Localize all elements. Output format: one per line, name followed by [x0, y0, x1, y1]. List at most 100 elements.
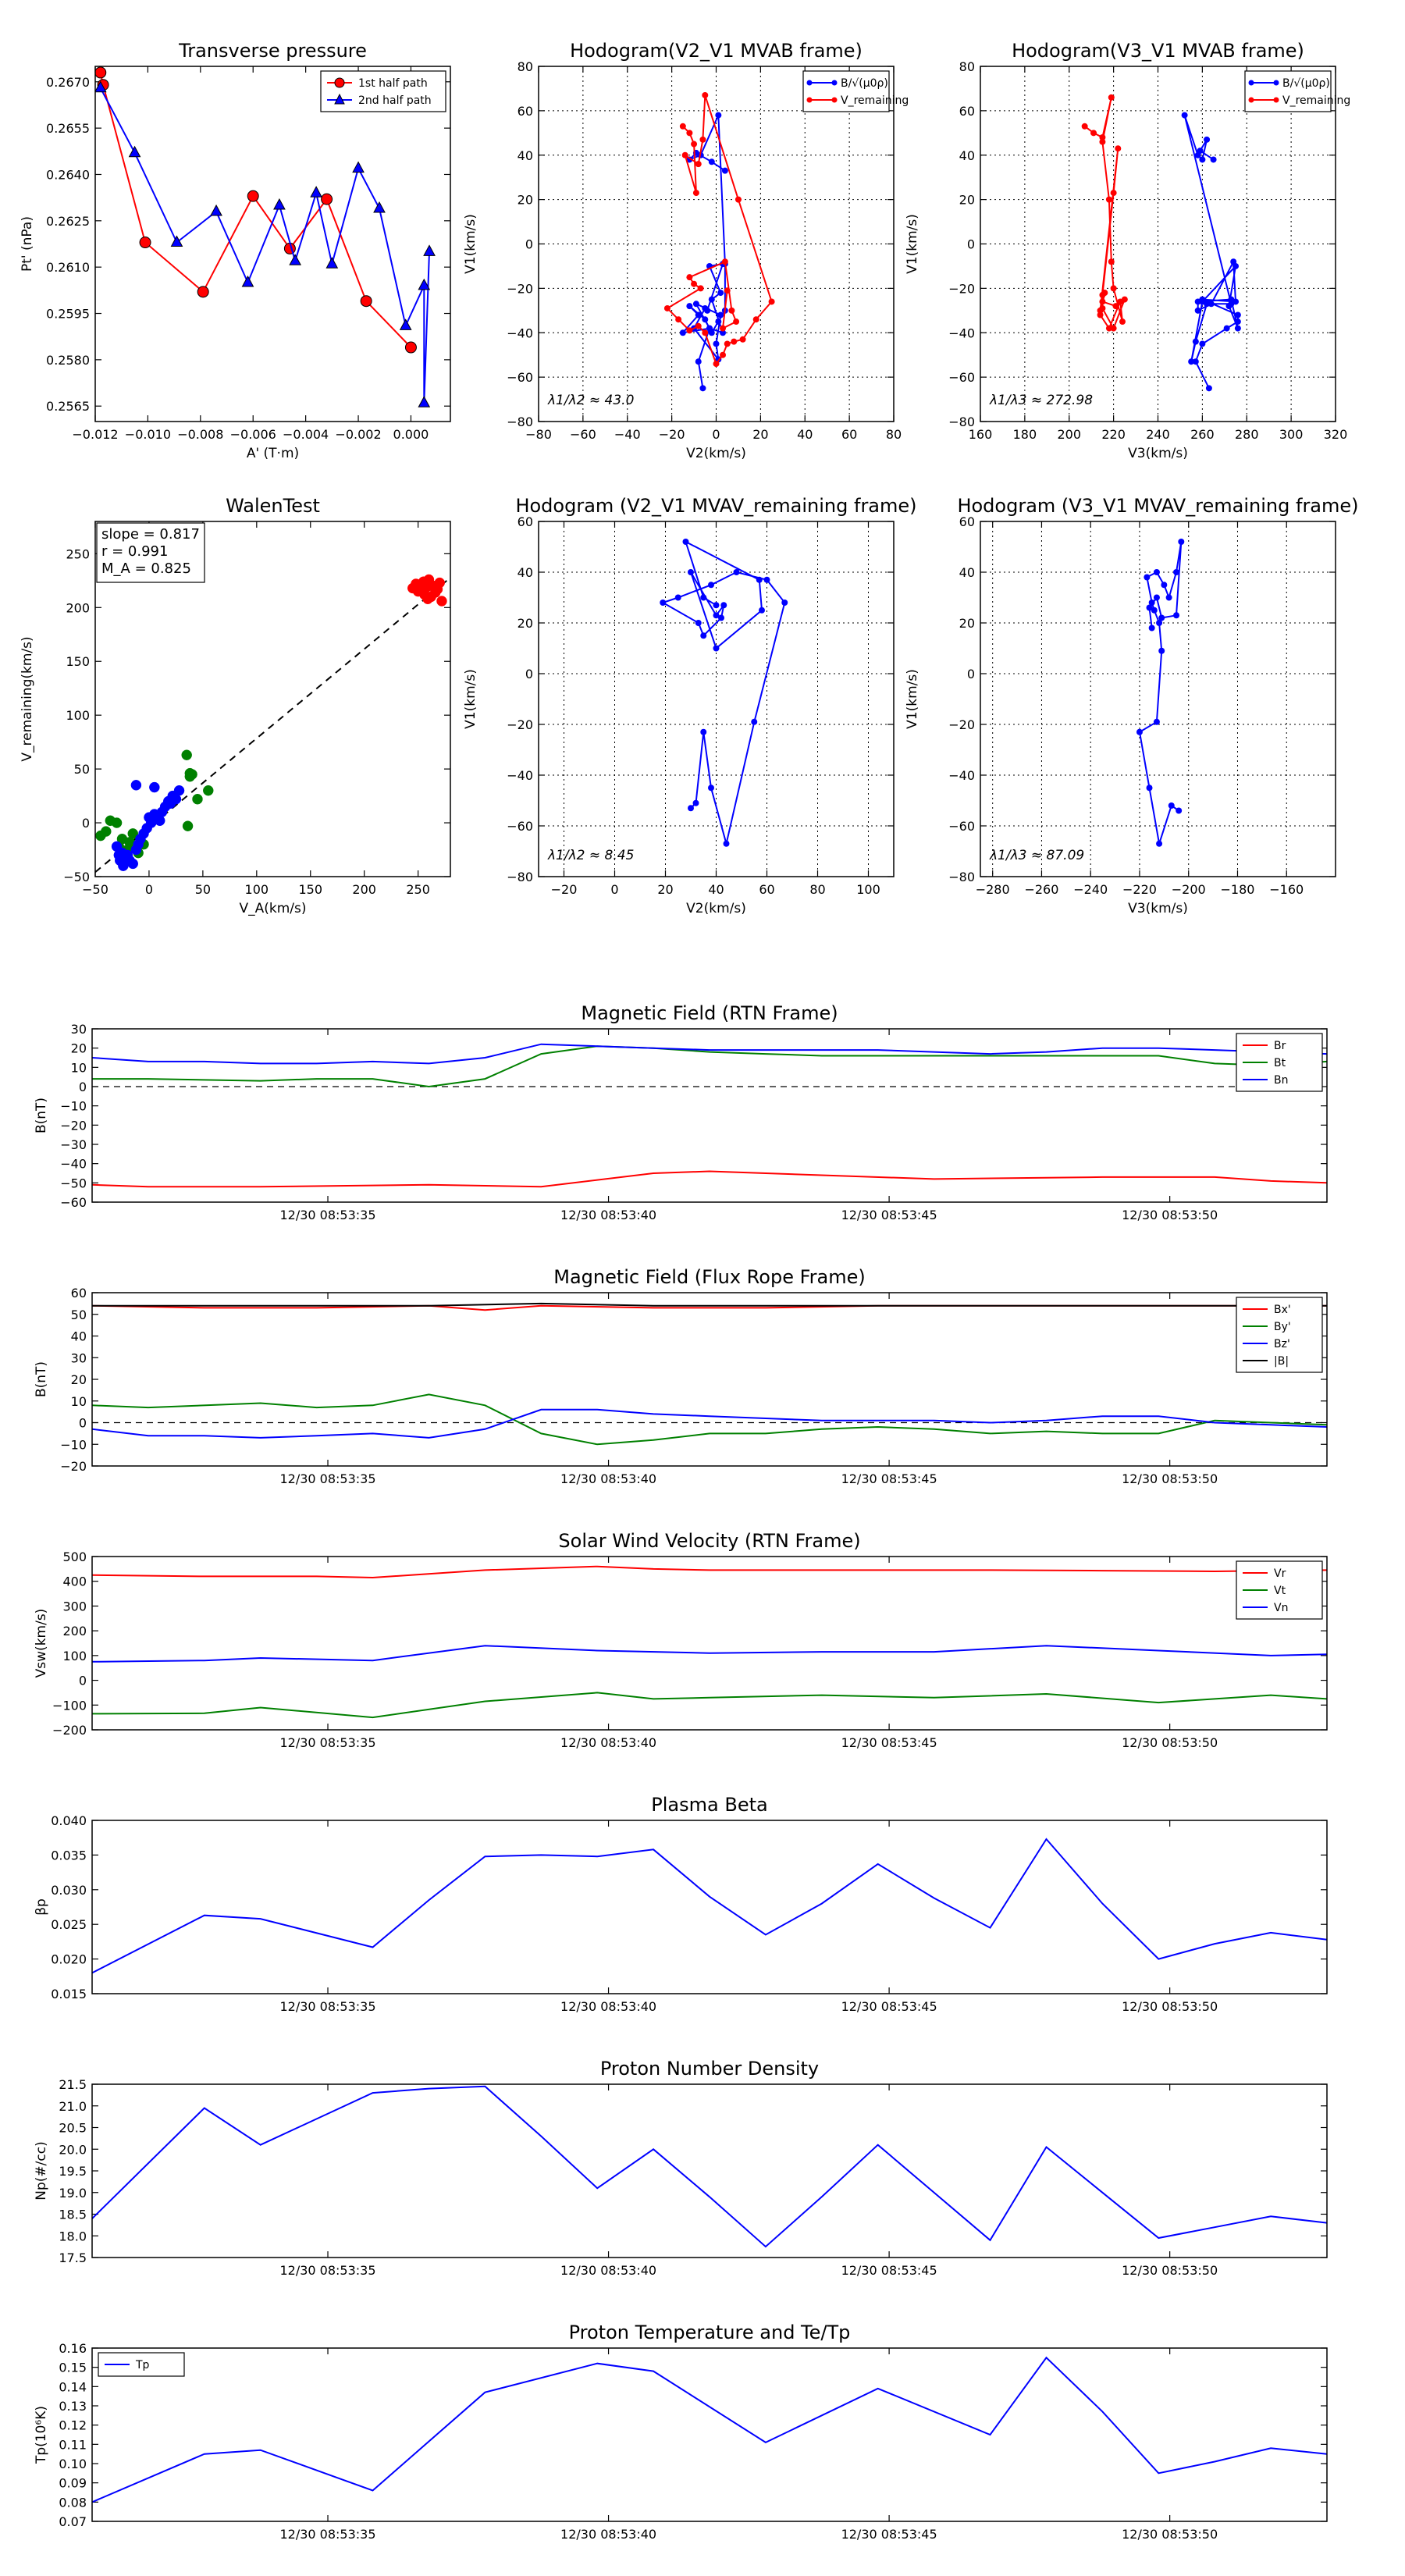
- data-point: [717, 290, 724, 297]
- plot-frame: [94, 521, 451, 877]
- data-point: [1234, 325, 1241, 332]
- x-tick-label: −240: [1073, 882, 1108, 897]
- data-point: [713, 340, 720, 347]
- plot-frame: [980, 66, 1336, 422]
- y-tick-label: −60: [507, 819, 533, 834]
- y-tick-label: −40: [507, 768, 533, 783]
- data-point: [1197, 148, 1204, 155]
- data-point: [1105, 196, 1112, 203]
- chart-vsw: Solar Wind Velocity (RTN Frame) 12/30 08:…: [34, 1530, 1328, 1750]
- y-tick-label: 0.2655: [46, 121, 90, 136]
- x-tick-label: −60: [570, 427, 596, 442]
- y-tick-label: 0.2625: [46, 214, 90, 229]
- chart-tp: Transverse pressure −0.012 −0.010 −0.008 −0.…: [20, 40, 451, 461]
- data-point: [735, 196, 742, 203]
- data-point: [422, 593, 433, 605]
- data-point: [1099, 298, 1106, 305]
- data-point: [1148, 624, 1155, 632]
- x-tick-label: 12/30 08:53:35: [279, 1471, 375, 1486]
- y-tick-label: 0.040: [51, 1813, 87, 1828]
- data-point: [1081, 123, 1088, 130]
- series-line-By': [92, 1393, 1327, 1446]
- data-point: [1181, 112, 1188, 119]
- data-point: [1176, 807, 1183, 814]
- series-line-Bn: [92, 1043, 1327, 1065]
- data-point: [713, 612, 720, 619]
- data-point: [713, 361, 720, 368]
- data-point: [1178, 539, 1185, 545]
- data-point: [1194, 298, 1201, 305]
- x-tick-label: −40: [614, 427, 641, 442]
- chart-hodo4: Hodogram (V3_V1 MVAV_remaining frame) −28…: [905, 495, 1359, 916]
- chart-mag_rtn: Magnetic Field (RTN Frame) 12/30 08:53:35…: [34, 1002, 1328, 1222]
- data-point: [373, 201, 386, 213]
- legend-marker: [831, 97, 838, 103]
- y-tick-label: −20: [948, 281, 975, 296]
- y-tick-label: −20: [507, 281, 533, 296]
- y-tick-label: −50: [63, 870, 90, 884]
- x-tick-label: 40: [708, 882, 724, 897]
- data-point: [1110, 325, 1117, 332]
- data-point: [1153, 569, 1160, 575]
- legend-label: Bn: [1274, 1074, 1288, 1087]
- series-group: [95, 66, 436, 407]
- legend-label: Tp: [135, 2359, 150, 2371]
- series-group: [663, 91, 775, 392]
- data-point: [704, 307, 711, 314]
- series-line-Vn: [92, 1645, 1327, 1663]
- x-tick-label: −0.006: [230, 427, 276, 442]
- plot-frame: [91, 2083, 1328, 2258]
- y-tick-label: 21.0: [59, 2099, 87, 2114]
- chart-title: Solar Wind Velocity (RTN Frame): [558, 1530, 860, 1552]
- x-tick-label: 12/30 08:53:50: [1122, 1735, 1218, 1750]
- y-tick-label: 0: [525, 237, 533, 252]
- data-point: [181, 749, 192, 760]
- y-tick-label: 0.14: [59, 2379, 87, 2394]
- data-point: [418, 396, 431, 407]
- data-point: [187, 769, 197, 780]
- x-tick-label: 150: [298, 882, 322, 897]
- x-tick-label: −180: [1221, 882, 1255, 897]
- data-point: [720, 602, 727, 609]
- data-point: [733, 318, 740, 326]
- y-tick-label: 0.10: [59, 2457, 87, 2471]
- y-tick-label: 0: [967, 237, 975, 252]
- chart-title: Magnetic Field (Flux Rope Frame): [553, 1266, 865, 1288]
- legend: Bx' By' Bz' |B|: [1236, 1297, 1323, 1373]
- y-tick-label: 20: [959, 616, 975, 631]
- x-tick-label: 200: [1057, 427, 1081, 442]
- data-point: [692, 190, 699, 197]
- legend-frame: [802, 70, 890, 112]
- legend: Br Bt Bn: [1236, 1033, 1323, 1092]
- legend-label: Bz': [1274, 1338, 1290, 1350]
- data-point: [95, 80, 107, 93]
- data-point: [759, 607, 765, 614]
- y-axis-label: βp: [34, 1898, 49, 1916]
- y-tick-label: −20: [60, 1459, 87, 1474]
- series-line-Np: [92, 2085, 1327, 2248]
- data-point: [728, 307, 735, 314]
- data-point: [686, 274, 693, 281]
- x-tick-label: 60: [841, 427, 857, 442]
- data-point: [434, 577, 445, 589]
- x-tick-label: 80: [886, 427, 902, 442]
- plot-frame: [538, 521, 895, 877]
- x-tick-label: 160: [969, 427, 993, 442]
- data-point: [1144, 574, 1151, 581]
- x-tick-label: 220: [1101, 427, 1126, 442]
- plot-frame: [91, 1820, 1328, 1994]
- y-axis-label: V1(km/s): [905, 214, 920, 274]
- x-tick-label: 12/30 08:53:35: [279, 2527, 375, 2542]
- data-point: [192, 793, 203, 805]
- y-tick-label: 0.15: [59, 2361, 87, 2375]
- y-tick-label: 20: [71, 1041, 87, 1056]
- y-tick-label: −10: [60, 1099, 87, 1114]
- series-line-Bt: [92, 1045, 1327, 1088]
- data-point: [247, 190, 259, 202]
- x-tick-label: 12/30 08:53:40: [560, 1471, 656, 1486]
- series-group: [92, 1043, 1327, 1188]
- x-tick-label: −80: [525, 427, 552, 442]
- y-tick-label: 200: [66, 600, 90, 615]
- y-tick-label: −60: [507, 370, 533, 385]
- data-point: [768, 298, 775, 305]
